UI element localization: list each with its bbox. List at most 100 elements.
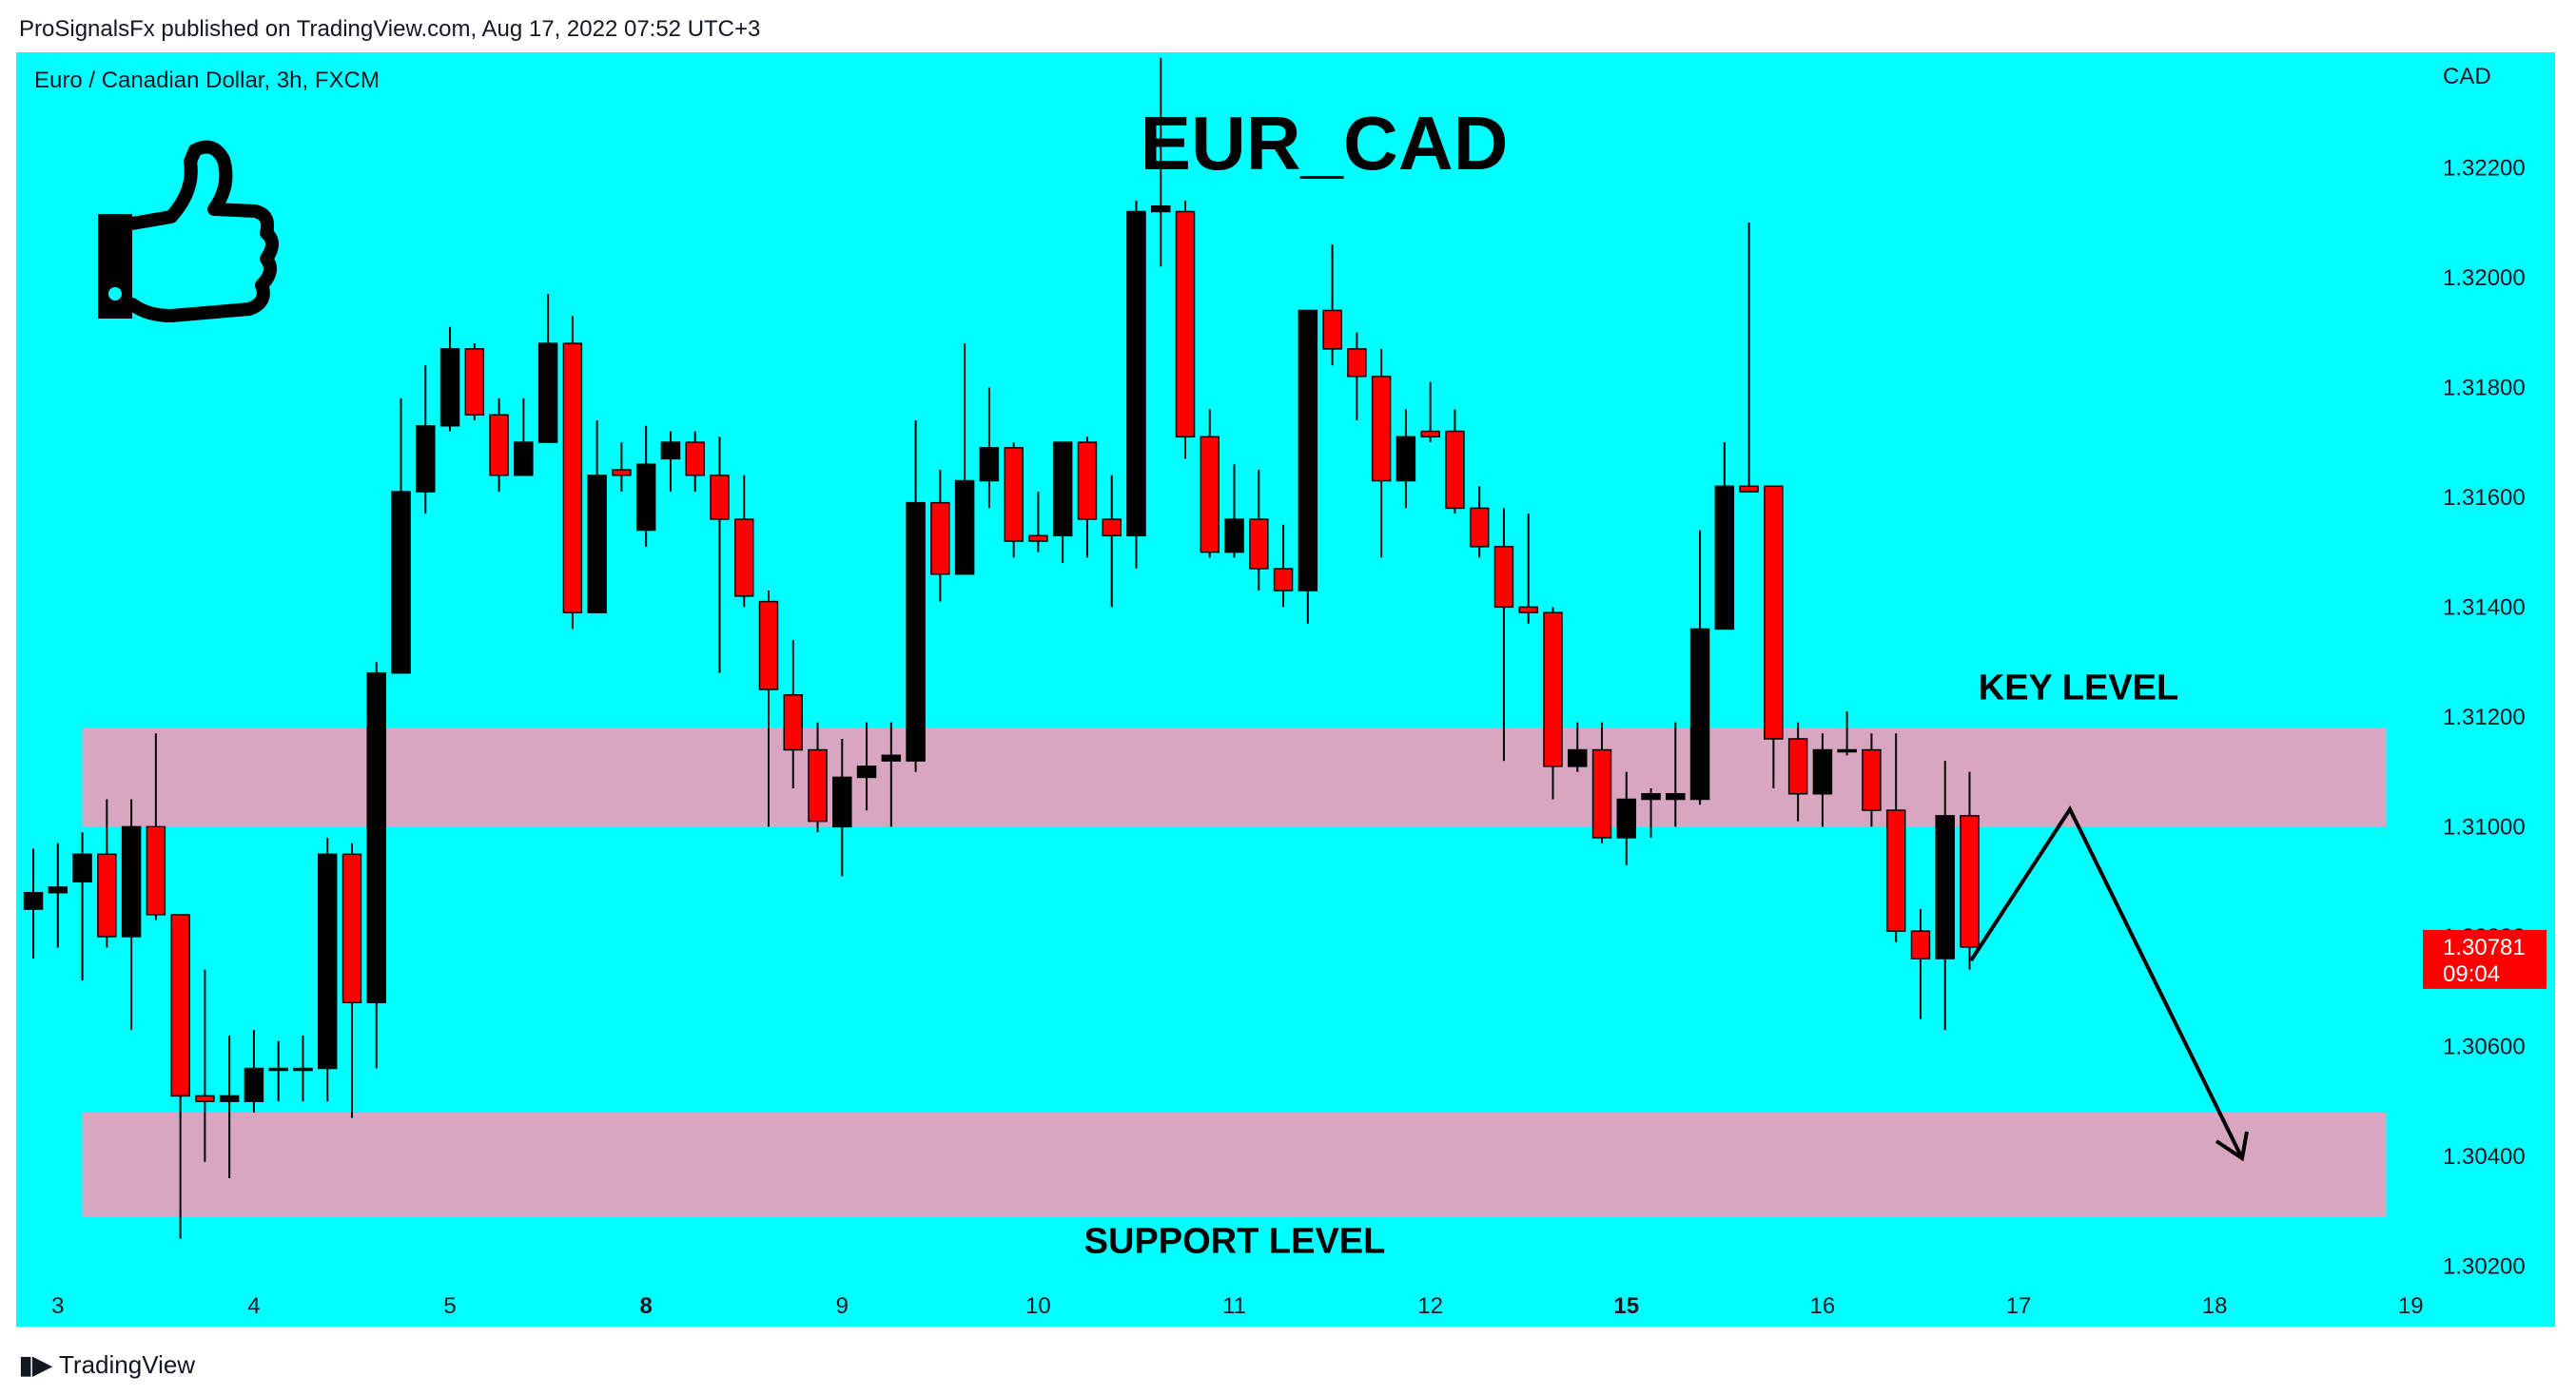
x-tick-label: 9 [836,1293,849,1319]
candle-body [1885,809,1906,932]
candle-body [1837,748,1857,753]
candle-body [391,491,411,674]
candle-body [930,501,950,575]
y-tick-label: 1.30200 [2443,1253,2526,1279]
candle-body [464,348,485,416]
zone-label: SUPPORT LEVEL [1084,1221,1386,1261]
y-tick-label: 1.31200 [2443,705,2526,730]
y-tick-label: 1.32000 [2443,265,2526,291]
candle-body [1077,441,1098,520]
candle-body [317,853,338,1070]
candle-body [906,501,926,762]
candle-body [710,474,730,520]
candle-body [954,479,975,575]
candle-body [1322,309,1342,350]
y-tick-label: 1.30400 [2443,1144,2526,1170]
candle-body [1102,518,1122,537]
candle-body [1616,798,1637,839]
candle-body [1787,738,1808,795]
x-tick-label: 17 [2006,1293,2032,1319]
candle-body [72,853,92,882]
x-tick-label: 10 [1025,1293,1051,1319]
candle-body [48,886,68,894]
candle-body [293,1067,313,1072]
candle-body [146,825,166,916]
candle-body [635,463,656,532]
y-axis-unit: CAD [2443,64,2491,89]
candle-body [856,766,877,779]
x-tick-label: 5 [443,1293,456,1319]
price-tag-value: 1.30781 [2443,935,2526,960]
candle-body [268,1067,288,1072]
candle-body [1028,534,1048,542]
candle-body [1543,611,1563,767]
level-zone [82,727,2387,827]
candle-body [1666,792,1686,801]
x-tick-label: 11 [1222,1293,1246,1319]
level-zone [82,1112,2387,1217]
candle-body [170,914,190,1097]
candle-body [1493,546,1514,609]
x-tick-label: 3 [51,1293,64,1319]
candle-body [1200,436,1220,553]
x-tick-label: 8 [639,1293,652,1319]
icon-dot [108,287,122,301]
candle-body [1150,204,1171,213]
candle-body [612,469,632,476]
candle-body [758,600,779,690]
candle-body [832,776,852,828]
candle-body [1764,485,1784,740]
candle-body [244,1067,264,1102]
x-tick-label: 15 [1613,1293,1639,1319]
candle-body [1420,430,1440,438]
candle-body [1445,430,1465,510]
candle-body [1395,436,1416,482]
candle-body [1126,210,1146,537]
candle-body [808,748,828,823]
candle-body [1812,748,1833,795]
candle-body [342,853,362,1003]
y-tick-label: 1.32200 [2443,155,2526,181]
projection-arrow [1969,805,2244,1159]
chart-title: EUR_CAD [1141,101,1509,185]
zone-label: KEY LEVEL [1979,668,2178,708]
candle-body [219,1095,240,1102]
candle-body [979,447,1000,482]
candle-body [1518,606,1538,613]
y-tick-label: 1.31400 [2443,594,2526,620]
candle-body [489,414,509,476]
footer-logo: ▮▶ [19,1350,52,1379]
candle-body [660,441,681,460]
candle-body [562,342,583,613]
candle-body [366,671,386,1003]
candle-body [1371,376,1392,482]
candle-body [1960,815,1980,948]
candle-body [1910,930,1931,960]
candle-body [733,518,754,597]
candle-body [1862,748,1882,811]
candle-body [439,348,460,427]
candle-body [1714,485,1735,630]
y-tick-label: 1.31600 [2443,485,2526,511]
candle-body [1004,447,1024,542]
y-tick-label: 1.30600 [2443,1034,2526,1059]
candle-body [97,853,117,938]
thumbs-up-icon [98,140,279,322]
candle-body [1224,518,1244,553]
candle-body [1935,815,1955,960]
candle-body [195,1095,215,1102]
symbol-subtitle: Euro / Canadian Dollar, 3h, FXCM [34,68,380,93]
candle-body [1052,441,1073,537]
price-tag [2423,929,2547,989]
candle-body [1273,568,1294,591]
y-tick-label: 1.31000 [2443,814,2526,840]
candle-body [881,754,902,762]
candle-body [1298,309,1318,591]
candle-body [1249,518,1269,570]
candle-body [783,694,804,751]
arrow-head [2215,1131,2249,1162]
price-tag-countdown: 09:04 [2443,961,2500,987]
x-tick-label: 4 [247,1293,260,1319]
